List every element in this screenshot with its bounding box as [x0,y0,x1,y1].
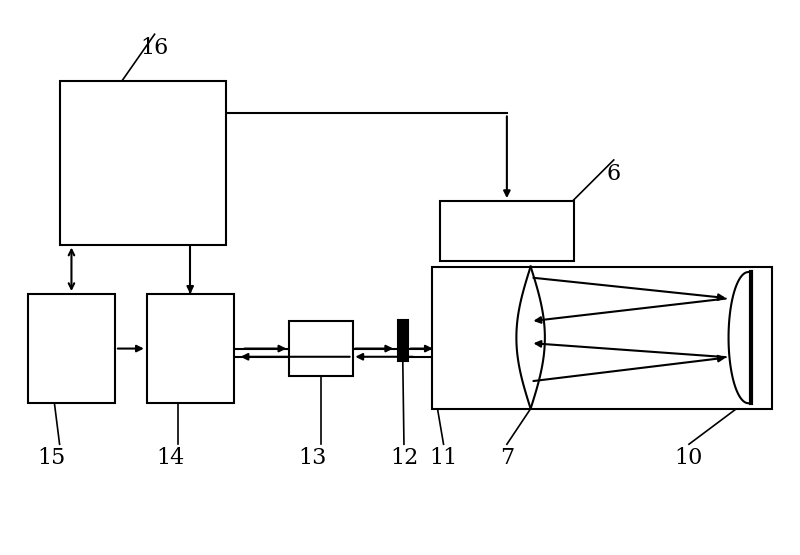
Text: 12: 12 [390,447,418,469]
Bar [289,321,353,376]
Text: 13: 13 [298,447,327,469]
Text: 14: 14 [156,447,185,469]
Bar [28,294,115,403]
Bar [432,266,772,408]
Text: 11: 11 [430,447,458,469]
Text: 10: 10 [674,447,703,469]
Text: 7: 7 [500,447,514,469]
Bar [439,201,574,261]
Text: 15: 15 [38,447,66,469]
Bar [398,320,408,361]
Text: 6: 6 [606,163,621,185]
Text: 16: 16 [141,37,169,59]
Bar [146,294,234,403]
Bar [59,80,226,245]
